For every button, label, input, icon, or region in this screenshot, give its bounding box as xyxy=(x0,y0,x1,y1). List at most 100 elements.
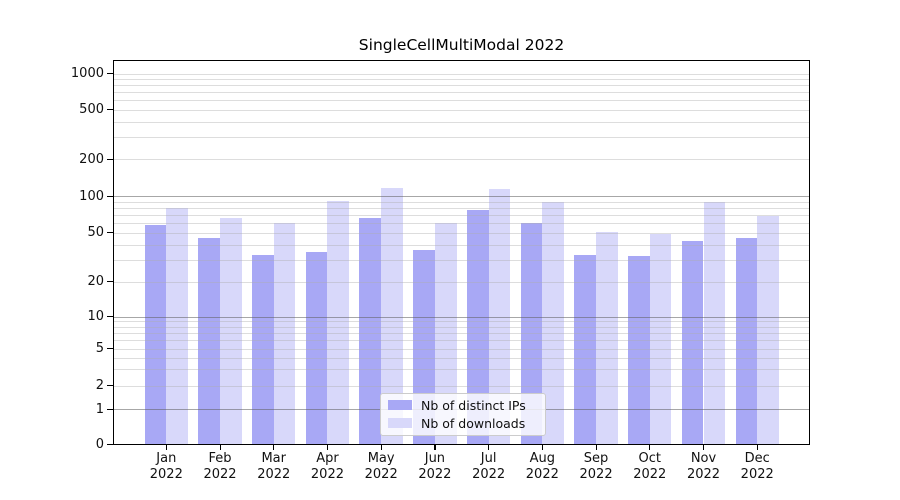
x-tick-mark-sep xyxy=(595,445,597,450)
gridline-y-3 xyxy=(113,369,809,371)
y-tick-mark-20 xyxy=(106,281,113,283)
bar-jun-downloads xyxy=(434,223,457,445)
bar-may-distinct-ips xyxy=(359,218,382,445)
gridline-y-20 xyxy=(113,281,809,283)
y-tick-mark-1000 xyxy=(106,73,113,75)
bar-jan-distinct-ips xyxy=(144,224,167,445)
gridline-y-100 xyxy=(113,196,809,197)
bar-dec-distinct-ips xyxy=(735,238,758,445)
gridline-y-40 xyxy=(113,244,809,246)
y-tick-label-100: 100 xyxy=(79,188,104,204)
y-tick-label-20: 20 xyxy=(87,274,104,289)
x-tick-mark-dec xyxy=(756,445,758,450)
x-tick-label-sep: Sep 2022 xyxy=(579,451,613,482)
bar-jan-downloads xyxy=(166,208,188,445)
y-tick-label-500: 500 xyxy=(79,102,104,117)
bar-feb-downloads xyxy=(220,218,242,445)
x-tick-label-may: May 2022 xyxy=(364,451,398,482)
legend-label-downloads: Nb of downloads xyxy=(421,415,526,431)
x-tick-label-mar: Mar 2022 xyxy=(257,451,291,482)
gridline-y-700 xyxy=(113,92,809,94)
legend: Nb of distinct IPs Nb of downloads xyxy=(380,392,546,436)
y-tick-mark-500 xyxy=(106,109,113,111)
gridline-y-400 xyxy=(113,121,809,123)
gridline-y-900 xyxy=(113,78,809,80)
x-tick-mark-jul xyxy=(488,445,490,450)
y-tick-label-10: 10 xyxy=(87,309,104,324)
gridline-y-300 xyxy=(113,137,809,139)
gridline-y-7 xyxy=(113,332,809,334)
x-tick-label-jan: Jan 2022 xyxy=(149,451,183,482)
y-tick-label-5: 5 xyxy=(95,341,104,356)
x-tick-mark-mar xyxy=(273,445,275,450)
bar-nov-downloads xyxy=(703,201,726,445)
bar-feb-distinct-ips xyxy=(198,238,220,445)
x-tick-label-dec: Dec 2022 xyxy=(740,451,774,482)
gridline-y-500 xyxy=(113,109,809,111)
gridline-y-1000 xyxy=(113,73,809,75)
y-tick-mark-50 xyxy=(106,232,113,234)
y-tick-mark-2 xyxy=(106,385,113,387)
x-tick-mark-may xyxy=(380,445,382,450)
gridline-y-600 xyxy=(113,100,809,102)
gridline-y-9 xyxy=(113,321,809,323)
gridline-y-2 xyxy=(113,385,809,387)
x-tick-label-feb: Feb 2022 xyxy=(203,451,237,482)
y-tick-mark-10 xyxy=(106,316,113,318)
bar-aug-distinct-ips xyxy=(520,223,543,445)
gridline-y-10 xyxy=(113,316,809,318)
bar-sep-distinct-ips xyxy=(574,254,597,445)
y-tick-label-50: 50 xyxy=(87,225,104,241)
x-tick-mark-apr xyxy=(326,445,329,450)
gridline-y-6 xyxy=(113,340,809,342)
y-tick-mark-1 xyxy=(106,408,113,410)
bar-sep-downloads xyxy=(596,231,618,445)
gridline-y-70 xyxy=(113,214,809,216)
bar-mar-downloads xyxy=(273,223,296,445)
x-tick-label-aug: Aug 2022 xyxy=(525,451,559,482)
x-tick-mark-oct xyxy=(649,445,651,450)
y-tick-label-1: 1 xyxy=(95,401,104,417)
gridline-y-4 xyxy=(113,357,809,359)
legend-label-distinct-ips: Nb of distinct IPs xyxy=(421,397,526,413)
bar-apr-distinct-ips xyxy=(305,251,328,445)
legend-item-distinct-ips: Nb of distinct IPs xyxy=(388,398,538,413)
gridline-y-60 xyxy=(113,223,809,225)
x-tick-mark-jan xyxy=(165,445,167,450)
gridline-y-5 xyxy=(113,348,809,350)
bar-may-downloads xyxy=(381,188,403,445)
y-tick-mark-5 xyxy=(106,348,113,350)
x-tick-mark-jun xyxy=(434,445,436,450)
x-tick-mark-feb xyxy=(219,445,221,450)
x-tick-mark-nov xyxy=(703,445,705,450)
legend-swatch-distinct-ips xyxy=(388,399,412,411)
bar-nov-distinct-ips xyxy=(681,240,704,445)
legend-swatch-downloads xyxy=(388,417,412,429)
bar-oct-downloads xyxy=(649,233,672,445)
y-tick-mark-200 xyxy=(106,158,113,160)
gridline-y-80 xyxy=(113,207,809,209)
x-tick-label-oct: Oct 2022 xyxy=(633,451,667,482)
y-tick-mark-100 xyxy=(106,195,113,197)
gridline-y-50 xyxy=(113,232,809,234)
y-tick-label-1000: 1000 xyxy=(70,66,104,81)
bar-jul-distinct-ips xyxy=(466,209,489,445)
bar-oct-distinct-ips xyxy=(628,256,650,445)
x-tick-label-apr: Apr 2022 xyxy=(310,451,344,482)
x-tick-label-jun: Jun 2022 xyxy=(418,451,452,482)
gridline-y-200 xyxy=(113,159,809,160)
bar-aug-downloads xyxy=(542,202,565,445)
y-tick-mark-0 xyxy=(106,444,113,446)
gridline-y-90 xyxy=(113,201,809,203)
x-tick-label-jul: Jul 2022 xyxy=(472,451,506,482)
y-tick-label-200: 200 xyxy=(79,151,104,167)
x-tick-mark-aug xyxy=(541,445,544,450)
gridline-y-800 xyxy=(113,85,809,87)
bar-apr-downloads xyxy=(327,200,350,445)
y-tick-label-0: 0 xyxy=(95,437,104,452)
chart-title: SingleCellMultiModal 2022 xyxy=(358,36,565,54)
gridline-y-30 xyxy=(113,259,809,261)
gridline-y-8 xyxy=(113,326,809,328)
x-tick-label-nov: Nov 2022 xyxy=(686,451,721,482)
